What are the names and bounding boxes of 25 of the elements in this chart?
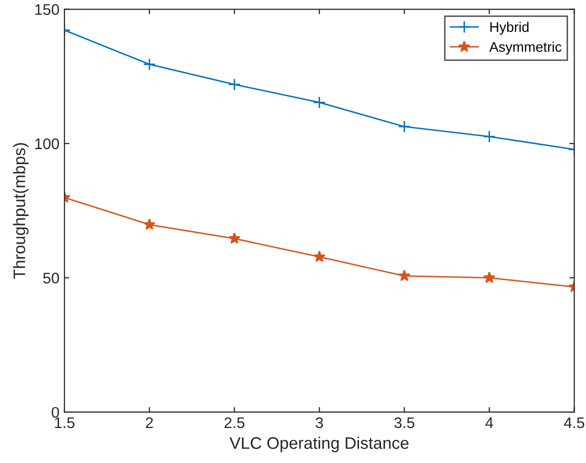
point: [398, 120, 411, 133]
point: [228, 78, 241, 91]
point: [228, 232, 240, 244]
y-tick-label: 50: [43, 272, 60, 284]
x-tick-label: 4: [485, 417, 494, 428]
y-tick-label: 0: [52, 406, 59, 418]
y-tick-label: 100: [35, 138, 60, 150]
point: [313, 250, 326, 262]
point: [398, 270, 410, 282]
x-tick-label: 4.5: [564, 417, 584, 428]
point: [483, 272, 496, 283]
x-tick-label: 2.5: [224, 417, 244, 428]
x-tick-label: 3: [316, 417, 323, 428]
point: [143, 58, 156, 71]
y-tick-label: 150: [35, 4, 60, 15]
x-tick-label: 3.5: [394, 417, 414, 428]
point: [483, 130, 496, 143]
x-axis-title: VLC Operating Distance: [230, 436, 408, 452]
legend-label: Hybrid: [490, 22, 528, 35]
point: [143, 218, 156, 230]
y-axis-title: Throughput(mbps): [13, 143, 29, 279]
x-tick-label: 2: [146, 417, 153, 428]
legend-label: Asymmetric: [489, 42, 562, 55]
point: [313, 96, 326, 109]
x-tick-label: 1.5: [55, 417, 74, 428]
